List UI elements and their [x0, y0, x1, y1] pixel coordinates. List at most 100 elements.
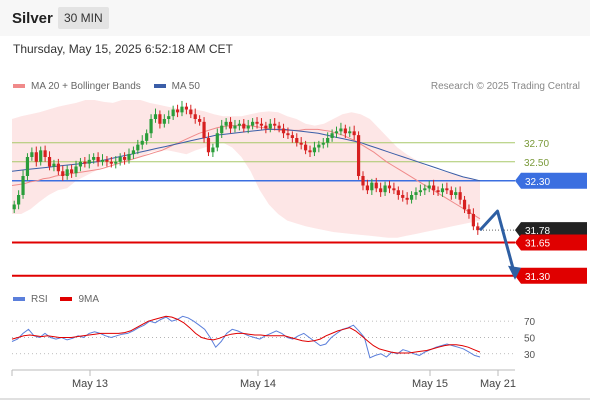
candle-body [206, 138, 211, 153]
level-label-31.30: 31.30 [525, 272, 550, 283]
level-tag-31.65 [515, 234, 587, 251]
x-tick-label: May 14 [240, 378, 276, 390]
candle-body [193, 114, 197, 119]
candle-body [392, 188, 396, 191]
candle-body [61, 171, 65, 176]
candle-body [140, 140, 144, 145]
candle-body [92, 157, 96, 160]
candle-body [162, 119, 166, 124]
candle-body [70, 169, 74, 174]
candle-body [87, 159, 91, 164]
candle-body [387, 185, 392, 189]
rsi-swatch [13, 297, 25, 302]
candle-body [233, 125, 237, 129]
candle-body [418, 190, 422, 193]
candle-body [343, 128, 347, 134]
level-tag-31.30 [515, 267, 587, 284]
level-label-32.30: 32.30 [525, 177, 550, 188]
forecast-arrow [478, 209, 517, 277]
candle-body [255, 121, 259, 124]
level-tag-32.30 [515, 172, 587, 189]
candle-body [65, 169, 69, 176]
candle-body [379, 188, 383, 193]
x-tick-label: May 13 [72, 378, 108, 390]
candle-body [259, 123, 264, 126]
candle-body [180, 106, 184, 113]
forecast-arrowhead [508, 265, 521, 280]
candle-body [47, 157, 52, 167]
candle-body [365, 185, 370, 191]
candle-body [286, 133, 290, 136]
candle-body [370, 182, 374, 191]
candle-body [158, 114, 162, 124]
candle-body [105, 159, 109, 162]
candle-body [246, 125, 250, 129]
candle-body [383, 185, 387, 193]
timeframe-badge[interactable]: 30 MIN [58, 7, 109, 29]
candle-body [436, 190, 440, 193]
candle-body [220, 125, 224, 134]
rsi-level-label-50: 50 [524, 333, 536, 344]
candle-body [83, 161, 87, 164]
level-label-31.65: 31.65 [525, 239, 550, 250]
legend-rsi: RSI 9MA [13, 294, 99, 305]
rsi-level-label-70: 70 [524, 317, 536, 328]
candle-body [224, 121, 228, 126]
candle-body [317, 144, 321, 148]
rsi-line [11, 315, 481, 359]
candle-body [330, 133, 334, 138]
candle-body [136, 144, 140, 151]
candle-body [277, 125, 281, 129]
candle-body [471, 214, 475, 227]
legend-rsi-label: RSI [31, 294, 48, 305]
candle-body [374, 182, 378, 189]
candle-body [476, 226, 480, 231]
candle-body [189, 109, 193, 115]
candle-body [326, 138, 330, 143]
bollinger-band [12, 100, 480, 238]
candles [12, 100, 480, 235]
x-tick-label: May 15 [412, 378, 448, 390]
ma20-swatch [13, 84, 25, 89]
candle-body [449, 190, 453, 195]
timestamp: Thursday, May 15, 2025 6:52:18 AM CET [13, 42, 233, 56]
ma9-swatch [60, 297, 73, 302]
candle-body [114, 161, 118, 164]
candle-body [401, 195, 405, 198]
candle-body [127, 154, 131, 160]
level-label-32.50: 32.50 [524, 158, 549, 169]
candle-body [39, 150, 43, 162]
candle-body [348, 131, 352, 134]
candle-body [34, 152, 38, 162]
x-tick-label: May 21 [480, 378, 516, 390]
candle-body [432, 185, 436, 191]
legend-ma20-label: MA 20 + Bollinger Bands [31, 81, 141, 92]
candle-body [405, 197, 409, 200]
candle-body [467, 209, 471, 214]
candle-body [290, 135, 294, 138]
candle-body [299, 142, 303, 145]
candle-body [396, 190, 400, 195]
candle-body [264, 125, 268, 129]
candle-body [361, 176, 365, 186]
candle-body [56, 163, 60, 172]
legend-ma50-label: MA 50 [171, 81, 200, 92]
instrument-title: Silver [12, 10, 53, 27]
candle-body [409, 195, 414, 200]
candle-body [74, 166, 78, 174]
legend-ma9-label: 9MA [78, 294, 100, 305]
ma20-line [11, 125, 481, 220]
ma50-swatch [153, 84, 166, 89]
candle-body [304, 144, 308, 151]
candle-body [122, 157, 127, 160]
candle-body [273, 123, 277, 126]
rsi-level-label-30: 30 [524, 350, 536, 361]
candle-body [458, 192, 462, 200]
level-label-32.70: 32.70 [524, 139, 549, 150]
candle-body [281, 128, 286, 134]
candle-body [118, 157, 122, 162]
candle-body [228, 121, 233, 129]
candle-body [462, 199, 467, 210]
candle-body [321, 142, 325, 145]
